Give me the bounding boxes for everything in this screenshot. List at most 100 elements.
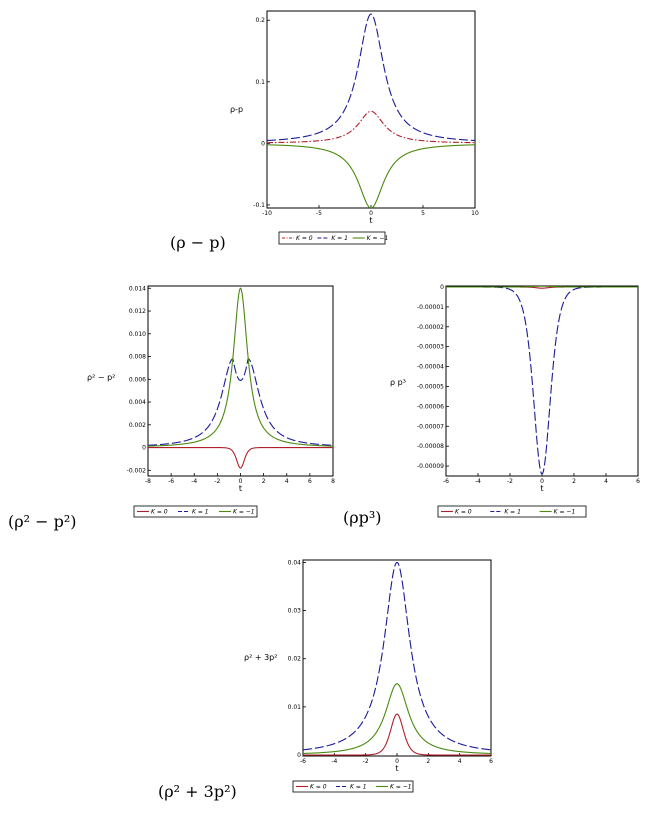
series-line-K1	[303, 561, 491, 751]
x-tick-label: -2	[214, 478, 220, 485]
y-tick-label: -0.00001	[417, 304, 444, 311]
legend-label: K = 1	[331, 235, 348, 242]
y-tick-label: -0.00003	[417, 344, 444, 351]
legend-label: K = 0	[151, 509, 168, 516]
y-tick-label: 0.03	[288, 608, 302, 615]
y-axis-label: ρ² − p²	[87, 373, 115, 382]
y-tick-label: -0.1	[253, 202, 265, 209]
series-line-Km1	[267, 144, 475, 208]
x-tick-label: 4	[458, 758, 462, 765]
y-tick-label: -0.002	[127, 467, 147, 474]
y-tick-label: 0.2	[255, 17, 265, 24]
y-tick-label: 0.02	[288, 656, 302, 663]
y-tick-label: 0.006	[129, 376, 146, 383]
x-tick-label: -10	[262, 210, 272, 217]
caption: (ρ² + 3p²)	[158, 782, 237, 801]
y-tick-label: 0.04	[288, 559, 302, 566]
x-axis-label: t	[395, 764, 398, 773]
y-tick-label: 0	[440, 284, 444, 291]
y-tick-label: 0.012	[129, 308, 146, 315]
x-tick-label: -2	[363, 758, 369, 765]
x-axis-label: t	[369, 216, 372, 225]
series-line-Km1	[303, 683, 491, 755]
series-line-K1	[267, 13, 475, 142]
x-tick-label: -6	[443, 478, 449, 485]
y-tick-label: 0.01	[288, 704, 302, 711]
y-tick-label: 0.008	[129, 354, 146, 361]
x-tick-label: 5	[421, 210, 425, 217]
legend-label: K = 1	[504, 509, 521, 516]
legend-label: K = 1	[350, 784, 367, 791]
legend-label: K = 0	[455, 509, 472, 516]
x-tick-label: -2	[507, 478, 513, 485]
chart-rho2-minus-p2: -8 -6 -4 -2 0 2 4 6 8 -0.002 0 0.002 0.004 0.006 0.008…	[8, 285, 335, 531]
caption: (ρp³)	[343, 508, 382, 527]
legend-label: K = −1	[390, 784, 412, 791]
x-tick-label: 8	[331, 478, 335, 485]
y-tick-label: -0.00009	[417, 463, 444, 470]
series-line-K1	[148, 358, 333, 446]
chart-rho-minus-p: -10 -5 0 5 10 -0.1 0 0.1 0.2 t ρ-p K = 0 K = 1 K = −1…	[170, 10, 479, 252]
series-line-K0	[303, 713, 491, 756]
y-tick-label: 0	[142, 445, 146, 452]
y-axis-label: ρ p³	[390, 378, 406, 387]
caption: (ρ² − p²)	[8, 512, 77, 531]
x-tick-label: -5	[316, 210, 322, 217]
x-axis-label: t	[239, 484, 242, 493]
legend-label: K = −1	[554, 509, 576, 516]
legend: K = 0 K = 1 K = −1	[292, 780, 414, 793]
plot-frame	[266, 10, 476, 209]
series-line-Km1	[446, 286, 638, 288]
y-tick-label: 0.004	[129, 399, 146, 406]
y-tick-label: 0	[261, 140, 265, 147]
y-tick-label: 0.002	[129, 422, 146, 429]
legend-label: K = −1	[367, 235, 389, 242]
x-tick-label: 4	[285, 478, 289, 485]
x-tick-label: -8	[145, 478, 151, 485]
legend: K = 0 K = 1 K = −1	[133, 505, 258, 518]
legend: K = 0 K = 1 K = −1	[278, 231, 389, 245]
x-tick-label: -6	[168, 478, 174, 485]
series-line-K0	[267, 110, 475, 144]
legend-label: K = 0	[310, 784, 327, 791]
legend-label: K = 0	[296, 235, 313, 242]
x-tick-label: 2	[572, 478, 576, 485]
x-tick-label: -4	[331, 758, 337, 765]
x-tick-label: 2	[426, 758, 430, 765]
x-tick-label: 0	[239, 478, 243, 485]
y-tick-label: 0.1	[255, 79, 265, 86]
x-tick-label: 6	[636, 478, 640, 485]
caption: (ρ − p)	[170, 233, 226, 252]
y-tick-label: -0.00005	[417, 383, 444, 390]
y-tick-label: -0.00006	[417, 403, 444, 410]
y-tick-label: -0.00002	[417, 324, 444, 331]
x-tick-label: 6	[489, 758, 493, 765]
y-tick-label: -0.00007	[417, 423, 444, 430]
x-tick-label: -6	[300, 758, 306, 765]
x-tick-label: 6	[308, 478, 312, 485]
series-line-Km1	[148, 287, 333, 447]
plot-frame	[445, 285, 639, 477]
y-tick-label: 0.010	[129, 331, 146, 338]
chart-rho-p3: -6 -4 -2 0 2 4 6 0 -0.00001 -0.00002 -0.00003 -0.00…	[343, 284, 640, 527]
plot-frame	[302, 559, 492, 757]
x-axis-label: t	[540, 484, 543, 493]
x-tick-label: 0	[395, 758, 399, 765]
y-tick-label: 0.014	[129, 285, 146, 292]
x-tick-label: 0	[369, 210, 373, 217]
legend-label: K = −1	[233, 509, 255, 516]
legend-label: K = 1	[192, 509, 209, 516]
x-tick-label: -4	[191, 478, 197, 485]
x-tick-label: 10	[471, 210, 479, 217]
y-axis-label: ρ² + 3p²	[244, 653, 277, 662]
y-axis-label: ρ-p	[230, 105, 243, 114]
chart-rho2-plus-3p2: -6 -4 -2 0 2 4 6 0 0.01 0.02 0.03 0.04 t ρ² + 3p² K = …	[158, 559, 493, 801]
y-tick-label: -0.00004	[417, 364, 444, 371]
x-tick-label: 0	[540, 478, 544, 485]
x-tick-label: 4	[604, 478, 608, 485]
y-tick-label: 0	[297, 752, 301, 759]
x-tick-label: -4	[475, 478, 481, 485]
legend: K = 0 K = 1 K = −1	[437, 505, 587, 518]
y-tick-label: -0.00008	[417, 443, 444, 450]
